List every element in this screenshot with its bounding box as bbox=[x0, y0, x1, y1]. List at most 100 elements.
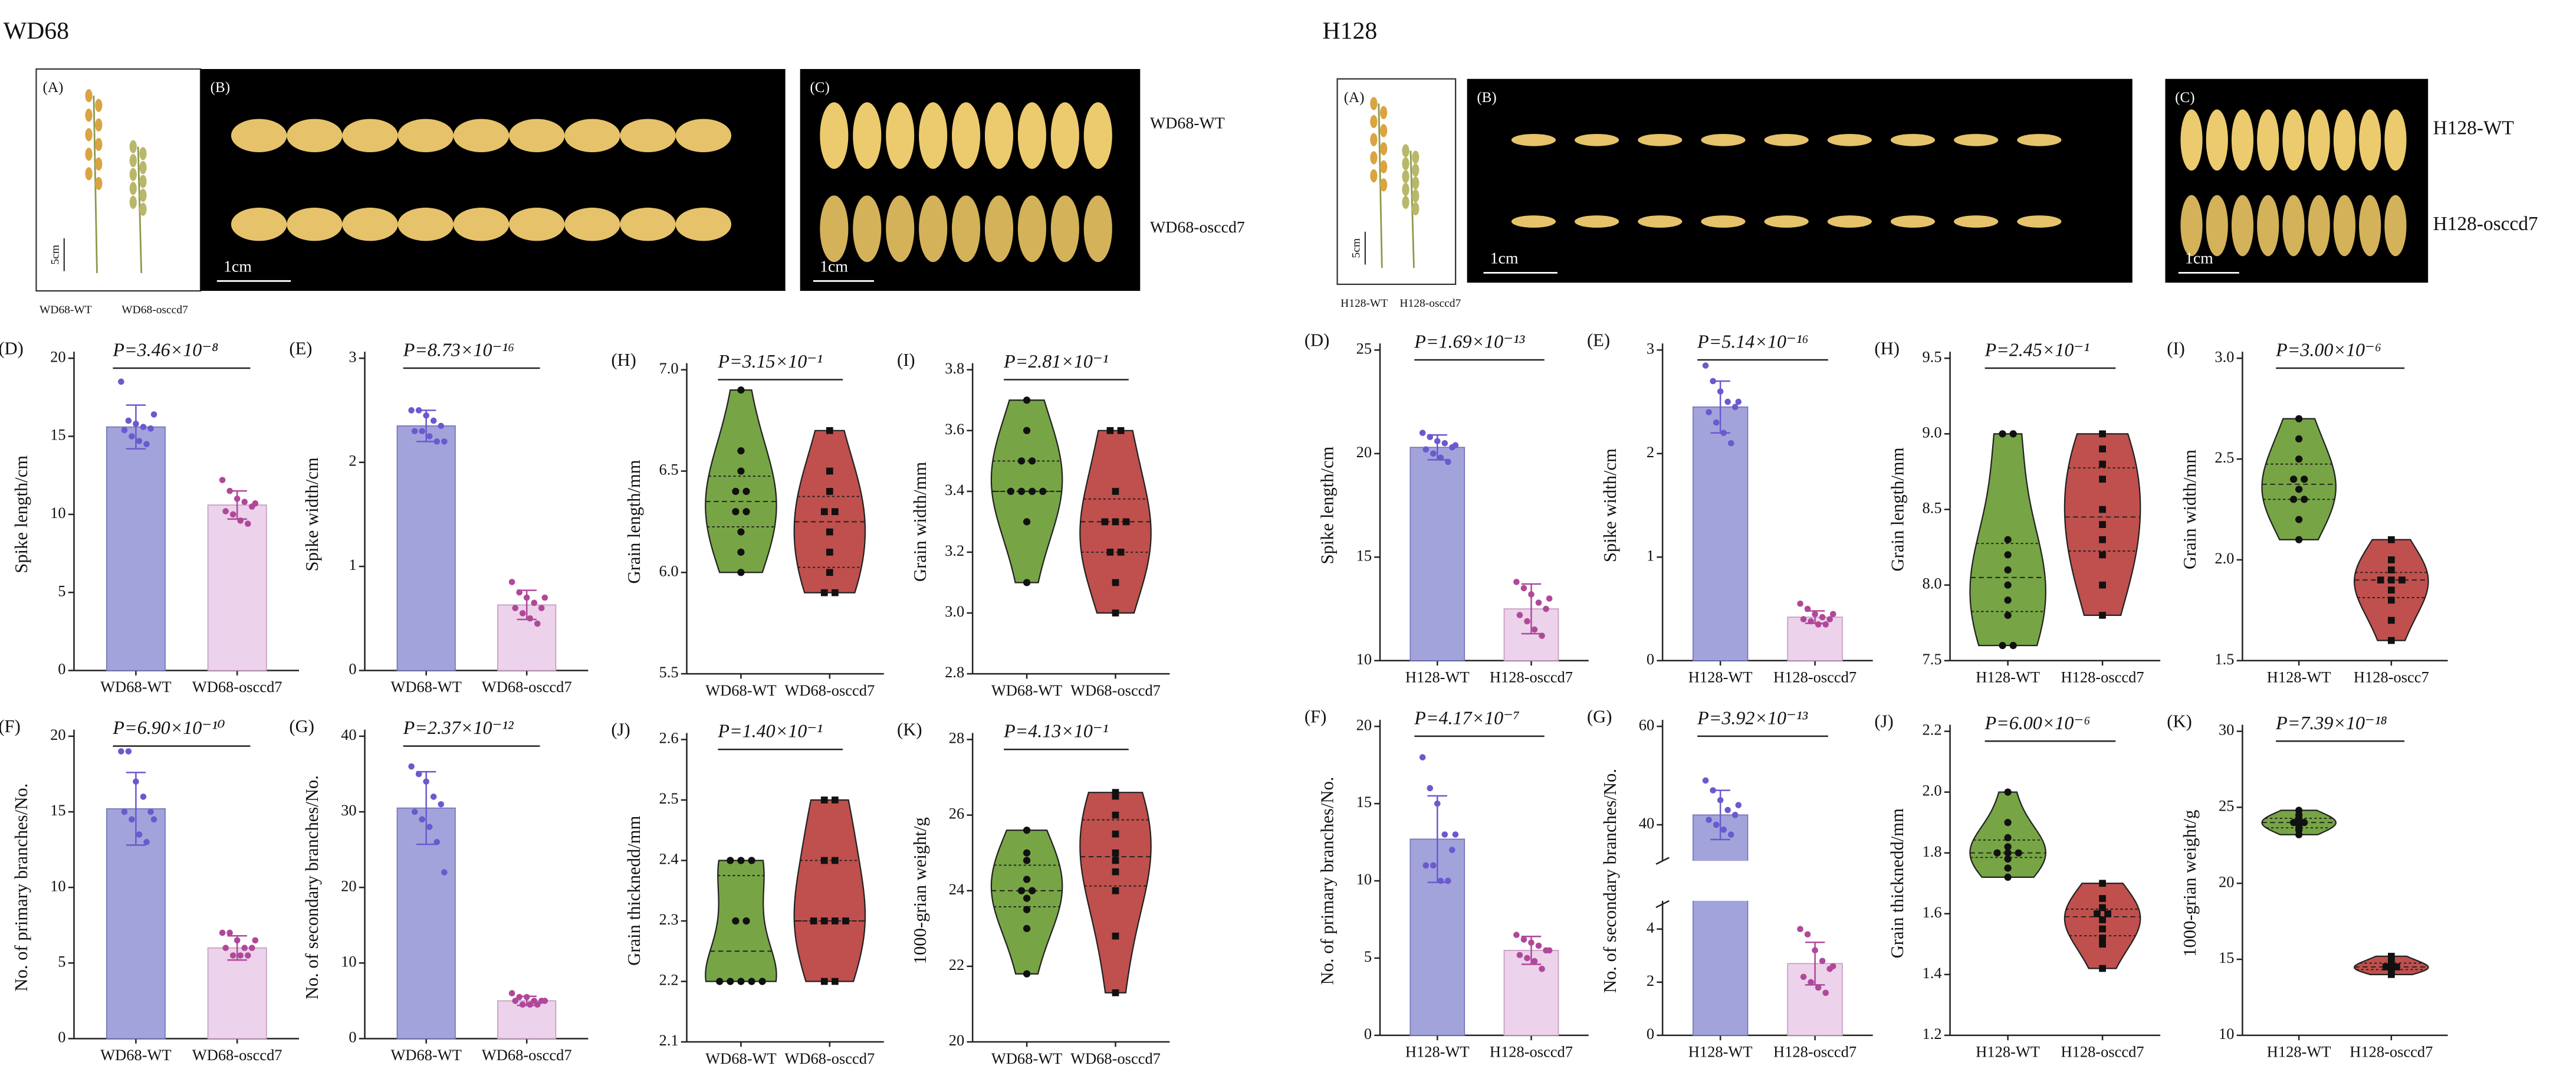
y-tick-label: 10 bbox=[341, 952, 356, 970]
data-point bbox=[1513, 579, 1520, 585]
data-point bbox=[1524, 618, 1530, 625]
grain bbox=[1954, 133, 1999, 146]
x-tick-label: H128-osccd7 bbox=[1773, 668, 1857, 686]
x-tick-label: WD68-WT bbox=[705, 681, 776, 699]
data-point bbox=[1023, 924, 1031, 932]
panel-label: (J) bbox=[1874, 712, 1893, 732]
data-point bbox=[1112, 811, 1119, 819]
data-point bbox=[1797, 926, 1803, 933]
data-point bbox=[438, 422, 445, 429]
data-point bbox=[1724, 806, 1731, 814]
y-tick-label: 10 bbox=[1356, 870, 1372, 888]
data-point bbox=[423, 412, 429, 419]
grain bbox=[820, 195, 849, 263]
y-tick-label: 8.0 bbox=[1923, 575, 1942, 592]
data-point bbox=[411, 808, 418, 815]
data-point bbox=[150, 411, 157, 418]
data-point bbox=[2099, 612, 2106, 619]
bar bbox=[207, 947, 267, 1040]
data-point bbox=[512, 998, 518, 1004]
data-point bbox=[1112, 792, 1119, 800]
data-point bbox=[244, 952, 251, 959]
grain bbox=[2231, 195, 2254, 257]
data-point bbox=[237, 952, 244, 959]
data-point bbox=[832, 589, 839, 596]
data-point bbox=[737, 548, 745, 556]
data-point bbox=[748, 857, 755, 864]
data-point bbox=[1007, 487, 1015, 496]
y-tick-label: 3 bbox=[349, 347, 356, 365]
annotation: P=7.39×10⁻¹⁸ bbox=[2275, 712, 2387, 733]
y-tick-label: 5.5 bbox=[659, 663, 678, 681]
grain bbox=[2257, 109, 2279, 171]
data-point bbox=[1717, 797, 1724, 804]
annotation: P=1.69×10⁻¹³ bbox=[1414, 331, 1524, 352]
y-tick-label: 28 bbox=[949, 729, 964, 747]
x-tick-label: WD68-osccd7 bbox=[482, 1046, 572, 1064]
panel-label: (D) bbox=[0, 338, 24, 358]
grain bbox=[2282, 195, 2305, 257]
x-tick-label: WD68-osccd7 bbox=[1070, 1050, 1161, 1067]
data-point bbox=[234, 937, 241, 944]
annotation: P=1.40×10⁻¹ bbox=[717, 720, 822, 742]
panicle-grain bbox=[1402, 170, 1409, 183]
data-point bbox=[512, 605, 518, 611]
data-point bbox=[832, 917, 839, 924]
grain bbox=[2206, 109, 2228, 171]
y-tick-label: 0 bbox=[58, 660, 65, 678]
data-point bbox=[2387, 566, 2395, 573]
grain bbox=[2333, 109, 2356, 171]
data-point bbox=[2099, 581, 2106, 589]
grain bbox=[1575, 215, 1619, 228]
y-tick-label: 2 bbox=[349, 452, 356, 470]
annotation: P=2.45×10⁻¹ bbox=[1984, 339, 2089, 360]
annotation: P=5.14×10⁻¹⁶ bbox=[1697, 331, 1808, 352]
data-point bbox=[516, 994, 523, 1001]
y-tick-label: 20 bbox=[1356, 443, 1372, 461]
data-point bbox=[1539, 966, 1545, 972]
scale-label: 5cm bbox=[49, 245, 61, 265]
data-point bbox=[133, 778, 139, 785]
panicle-grain bbox=[1370, 114, 1378, 129]
grain bbox=[1083, 102, 1112, 169]
grain bbox=[675, 119, 732, 153]
violin bbox=[990, 829, 1063, 975]
panicle-grain bbox=[129, 195, 137, 209]
data-point bbox=[737, 447, 745, 455]
y-tick-label: 3.6 bbox=[945, 420, 964, 438]
data-point bbox=[1520, 585, 1527, 592]
x-tick-label: H128-osccd7 bbox=[1773, 1043, 1857, 1061]
data-point bbox=[2004, 855, 2012, 863]
violin bbox=[2261, 418, 2337, 540]
panel-label: (F) bbox=[0, 716, 21, 736]
data-point bbox=[1797, 600, 1803, 607]
panicle-grain bbox=[1370, 169, 1378, 183]
x-tick-label: WD68-WT bbox=[100, 678, 171, 696]
data-point bbox=[742, 487, 750, 496]
data-point bbox=[1808, 618, 1814, 625]
data-point bbox=[1713, 821, 1720, 828]
grain bbox=[2308, 109, 2330, 171]
data-point bbox=[1535, 942, 1542, 949]
data-point bbox=[1023, 396, 1031, 404]
panicle-grain bbox=[1412, 176, 1420, 190]
data-point bbox=[1112, 830, 1119, 838]
data-point bbox=[2099, 916, 2106, 923]
x-tick-label: WD68-WT bbox=[390, 678, 461, 696]
grain bbox=[853, 195, 882, 263]
photo-label: (C) bbox=[810, 80, 829, 96]
data-point bbox=[523, 594, 530, 601]
panel-label: (H) bbox=[1874, 338, 1900, 358]
y-tick-label: 20 bbox=[1356, 716, 1372, 733]
data-point bbox=[2289, 819, 2298, 827]
data-point bbox=[1023, 827, 1031, 834]
data-point bbox=[1112, 887, 1119, 894]
panicle-grain bbox=[85, 147, 93, 161]
y-tick-label: 20 bbox=[341, 877, 356, 894]
y-tick-label: 15 bbox=[1356, 793, 1372, 811]
y-tick-label: 2.3 bbox=[659, 910, 678, 928]
grain bbox=[2231, 109, 2254, 171]
data-point bbox=[1706, 817, 1712, 823]
